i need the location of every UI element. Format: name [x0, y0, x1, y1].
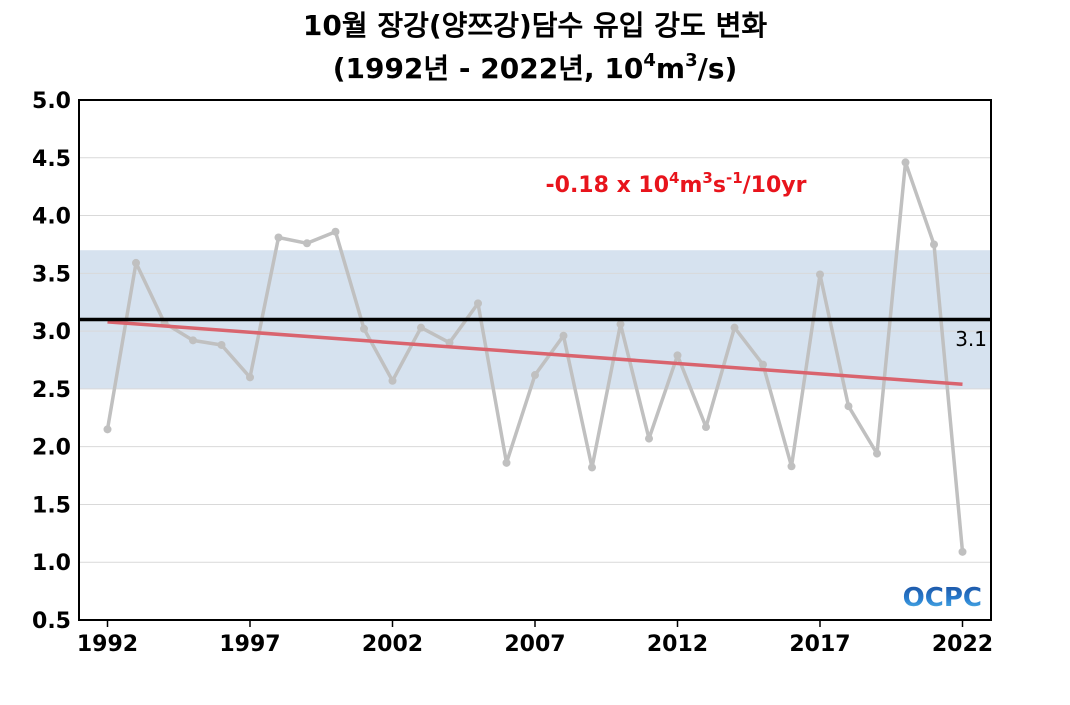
trend-label-pre: -0.18 x 10: [546, 173, 670, 198]
data-point: [901, 158, 910, 167]
data-point: [217, 340, 226, 349]
data-point: [189, 336, 197, 345]
title-line2-sup2: 3: [685, 50, 698, 71]
trend-label-sup3: -1: [726, 169, 743, 187]
data-point: [103, 425, 112, 434]
data-point: [844, 402, 853, 411]
plot-frame: [78, 99, 992, 621]
data-point: [816, 270, 824, 279]
data-point: [531, 371, 539, 380]
data-point: [132, 258, 140, 267]
trend-label-sup2: 3: [702, 169, 712, 187]
title-line2-post: /s): [698, 52, 738, 85]
ocpc-logo: OCPC: [903, 583, 982, 613]
data-point: [474, 299, 482, 308]
data-point: [958, 547, 967, 556]
data-point: [616, 320, 625, 329]
data-point: [930, 240, 938, 249]
mean-label: 3.1: [955, 327, 987, 351]
y-tick-label: 4.0: [32, 205, 71, 230]
y-tick-label: 2.0: [32, 436, 71, 461]
trend-label-post: /10yr: [743, 173, 807, 198]
y-tick-label: 3.5: [32, 262, 71, 287]
plot-area: 0.5 1.0 1.5 2.0 2.5 3.0 3.5 4.0 4.5 5.0 1992 1997 20…: [32, 89, 993, 657]
trend-label-sup1: 4: [669, 169, 679, 187]
title-line2-sup1: 4: [643, 50, 656, 71]
x-tick-label: 1997: [219, 632, 280, 657]
data-point: [360, 324, 368, 333]
data-point: [303, 239, 311, 248]
y-tick-label: 0.5: [32, 609, 71, 634]
data-point: [645, 434, 653, 443]
chart-title-line2: (1992년 - 2022년, 104m3/s): [333, 50, 738, 85]
data-point: [559, 331, 568, 340]
data-point: [787, 462, 796, 471]
x-tick-label: 2022: [932, 632, 993, 657]
trend-line: [107, 320, 963, 387]
data-point: [445, 338, 454, 347]
y-tick-label: 4.5: [32, 147, 71, 172]
x-tick-label: 2017: [789, 632, 850, 657]
title-line2-mid: m: [656, 52, 685, 85]
data-point: [588, 463, 596, 472]
y-tick-label: 1.5: [32, 493, 71, 518]
chart-title-line1: 10월 장강(양쯔강)담수 유입 강도 변화: [303, 9, 767, 42]
trend-label-m: m: [679, 173, 702, 198]
trend-label: -0.18 x 104m3s-1/10yr: [546, 169, 807, 198]
data-point: [388, 376, 397, 385]
data-point: [730, 323, 739, 332]
x-tick-label: 2012: [647, 632, 708, 657]
y-tick-label: 3.0: [32, 320, 71, 345]
title-line2-pre: (1992년 - 2022년, 10: [333, 52, 644, 85]
y-tick-label: 5.0: [32, 89, 71, 114]
y-tick-label: 1.0: [32, 551, 71, 576]
data-point: [702, 423, 710, 432]
x-tick-label: 2007: [504, 632, 565, 657]
data-point: [246, 373, 254, 382]
y-tick-label: 2.5: [32, 378, 71, 403]
x-tick-label: 1992: [77, 632, 138, 657]
data-point: [502, 458, 511, 467]
trend-label-s: s: [713, 173, 726, 198]
data-point: [274, 233, 283, 242]
data-point: [873, 449, 881, 458]
data-point: [331, 227, 340, 236]
data-point: [759, 360, 767, 369]
logo-text: OCPC: [903, 583, 982, 613]
data-point: [417, 323, 425, 332]
x-tick-label: 2002: [362, 632, 423, 657]
data-point: [673, 351, 682, 360]
